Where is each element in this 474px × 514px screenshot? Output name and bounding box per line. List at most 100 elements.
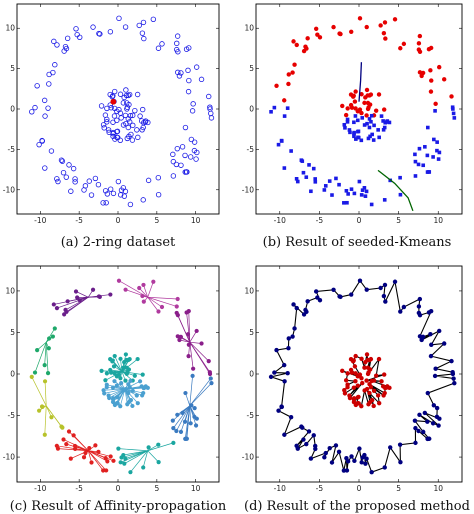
cluster-2-point <box>285 106 290 110</box>
outer-point <box>416 304 422 309</box>
cluster-point <box>132 373 137 378</box>
exemplar-link <box>88 450 114 462</box>
cluster-point <box>73 289 79 294</box>
cluster-2-point <box>413 152 417 157</box>
exemplar-link <box>63 296 89 315</box>
cluster-2-point <box>398 192 403 197</box>
cluster-point <box>180 410 185 416</box>
data-point <box>206 93 212 100</box>
data-point <box>143 118 149 124</box>
outer-point <box>428 332 433 337</box>
data-point <box>107 91 113 98</box>
outer-point <box>378 285 383 291</box>
x-tick-label: -5 <box>316 216 324 225</box>
data-point <box>74 31 80 38</box>
cluster-2-point <box>279 139 284 143</box>
data-point <box>96 30 102 37</box>
cluster-1-point <box>383 36 388 41</box>
outer-point <box>341 468 347 473</box>
exemplar-link <box>103 388 126 391</box>
cluster-2-point <box>295 179 300 184</box>
cluster-1-point <box>352 99 358 104</box>
cluster-point <box>209 381 214 386</box>
exemplar-link <box>189 382 212 407</box>
cluster-2-point <box>377 135 381 140</box>
outer-point <box>388 445 393 450</box>
inner-point <box>348 356 354 362</box>
data-point <box>138 118 145 124</box>
cluster-2-point <box>369 119 373 124</box>
outer-point <box>349 292 354 297</box>
exemplar-link <box>124 386 146 390</box>
data-point <box>110 190 117 197</box>
cluster-2-point <box>369 113 374 118</box>
cluster-point <box>151 279 156 284</box>
inner-point <box>351 385 357 390</box>
inner-point <box>364 378 369 383</box>
data-point <box>104 191 111 197</box>
cluster-point <box>193 423 199 428</box>
data-point <box>170 173 177 179</box>
outer-point <box>392 279 398 284</box>
cluster-1-point <box>363 95 368 100</box>
cluster-point <box>137 379 143 384</box>
outer-point <box>282 362 287 368</box>
cluster-point <box>170 418 175 423</box>
exemplar-link <box>185 392 191 406</box>
outer-point <box>362 452 367 458</box>
data-point <box>193 156 199 162</box>
inner-point <box>380 384 386 389</box>
data-point <box>117 137 123 144</box>
outer-point <box>286 346 291 351</box>
data-point <box>107 29 114 35</box>
cluster-1-point <box>441 77 447 82</box>
cluster-1-point <box>345 106 350 111</box>
cluster-1-point <box>348 92 354 97</box>
cluster-point <box>60 425 65 430</box>
cluster-1-point <box>417 70 423 75</box>
outer-point <box>432 373 438 379</box>
data-point <box>32 104 38 111</box>
cluster-point <box>102 391 107 396</box>
cluster-point <box>118 356 123 361</box>
inner-point <box>355 383 360 388</box>
data-point <box>121 193 128 199</box>
cluster-point <box>90 287 96 292</box>
inner-point <box>356 394 361 400</box>
data-point <box>129 137 136 143</box>
outer-point <box>315 295 320 300</box>
cluster-point <box>174 304 179 309</box>
inner-point <box>340 368 345 374</box>
data-point <box>103 200 109 206</box>
cluster-2-point <box>334 176 338 181</box>
inner-point <box>345 371 350 376</box>
data-point <box>116 15 122 22</box>
x-tick-label: 0 <box>116 484 121 493</box>
cluster-2-point <box>452 116 457 120</box>
exemplar-link <box>130 450 149 473</box>
cluster-2-point <box>368 134 372 139</box>
outer-point <box>381 293 387 299</box>
caption-a: (a) 2-ring dataset <box>61 235 176 250</box>
data-point <box>100 122 107 128</box>
data-point <box>51 38 57 45</box>
cluster-point <box>46 346 51 351</box>
cluster-2-point <box>450 105 455 110</box>
cluster-2-point <box>360 116 365 120</box>
cluster-2-point <box>436 157 441 161</box>
cluster-point <box>186 354 191 359</box>
x-tick-label: 10 <box>191 484 201 493</box>
data-point <box>104 105 110 112</box>
exemplar-link <box>147 442 174 452</box>
cluster-point <box>159 304 165 310</box>
cluster-2-point <box>357 179 362 184</box>
cluster-point <box>128 398 134 403</box>
cluster-2-point <box>352 134 356 139</box>
cluster-point <box>118 376 123 381</box>
outer-point <box>430 421 436 426</box>
x-tick-label: 10 <box>433 484 443 493</box>
y-tick-label: 0 <box>10 370 15 379</box>
cluster-point <box>107 395 112 401</box>
cluster-2-point <box>385 119 390 123</box>
cluster-point <box>178 429 184 434</box>
